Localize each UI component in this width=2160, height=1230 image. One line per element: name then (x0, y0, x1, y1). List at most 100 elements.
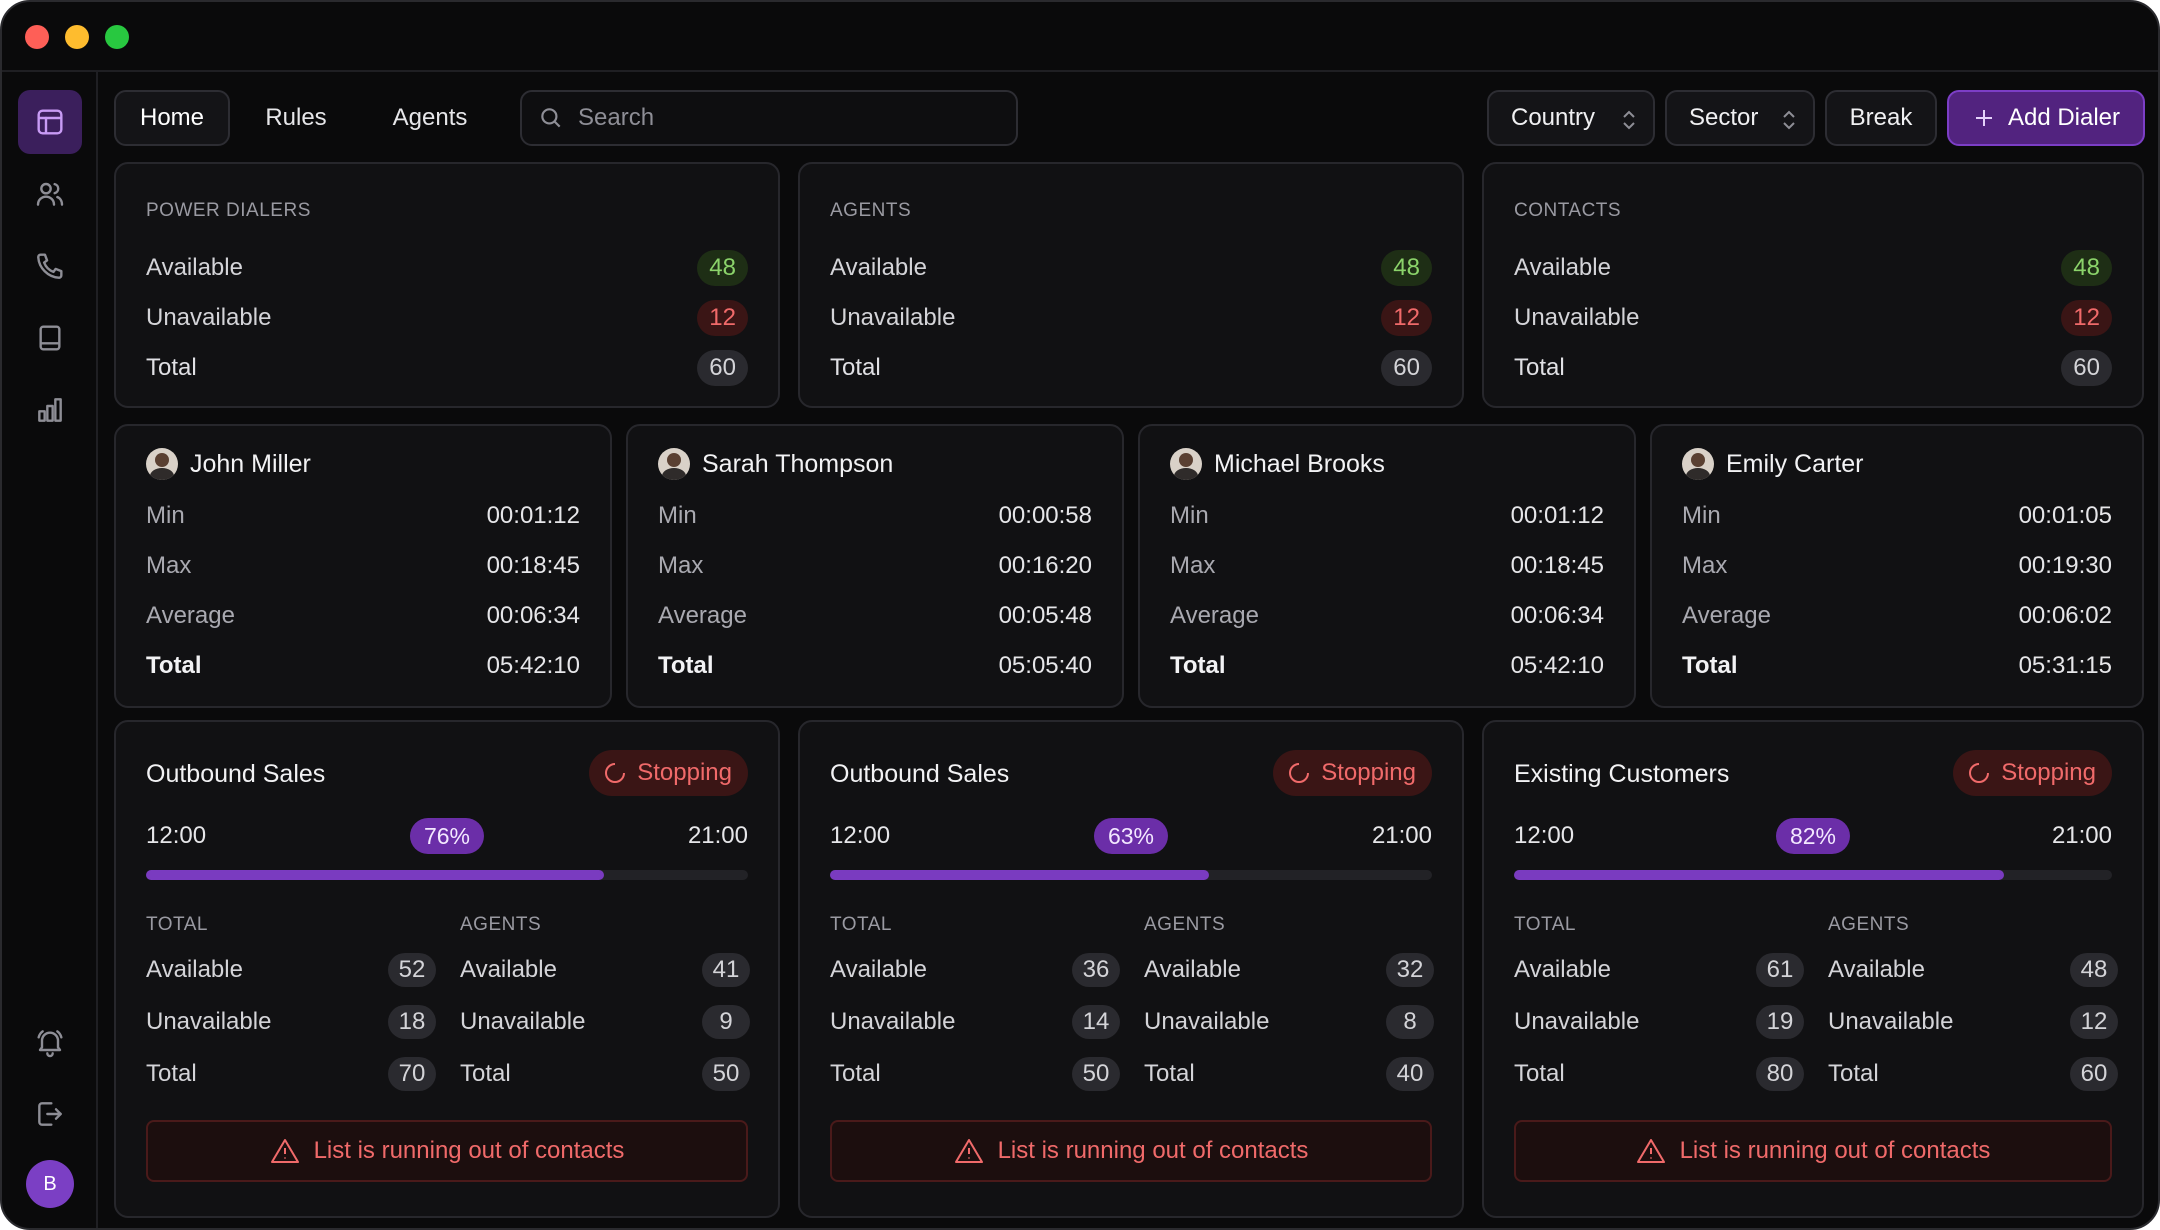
row-label: Average (658, 602, 747, 629)
low-contacts-alert[interactable]: List is running out of contacts (1514, 1120, 2112, 1182)
status-badge[interactable]: Stopping (1273, 750, 1432, 796)
country-select-label: Country (1511, 104, 1596, 131)
summary-card: AGENTS Available 48 Unavailable 12 Total… (798, 162, 1464, 408)
max-row: Max 00:18:45 (1170, 546, 1604, 586)
row-label: Total (146, 652, 202, 679)
agent-name: John Miller (190, 449, 311, 478)
max-row: Max 00:19:30 (1682, 546, 2112, 586)
progress-badge: 82% (1775, 818, 1851, 854)
row-value: 00:16:20 (998, 552, 1092, 579)
minimize-window-button[interactable] (65, 25, 89, 49)
calls-nav-button[interactable] (18, 234, 82, 298)
maximize-window-button[interactable] (105, 25, 129, 49)
max-row: Max 00:18:45 (146, 546, 580, 586)
row-label: Unavailable (1514, 1008, 1640, 1035)
min-row: Min 00:01:05 (1682, 496, 2112, 536)
search-icon (541, 108, 561, 128)
start-time: 12:00 (1514, 822, 1575, 849)
count-badge: 8 (1386, 1005, 1434, 1039)
available-count-badge: 48 (2061, 250, 2112, 286)
row-label: Unavailable (1828, 1008, 1954, 1035)
row-label: Available (460, 956, 557, 983)
users-icon (36, 182, 64, 206)
search-input[interactable]: Search (520, 90, 1018, 146)
row-label: Max (1170, 552, 1216, 579)
row-value: 00:01:12 (486, 502, 580, 529)
tab-home[interactable]: Home (114, 90, 230, 146)
count-badge: 19 (1756, 1005, 1804, 1039)
status-badge[interactable]: Stopping (1953, 750, 2112, 796)
status-badge[interactable]: Stopping (589, 750, 748, 796)
average-row: Average 00:05:48 (658, 596, 1092, 636)
row-value: 05:42:10 (486, 652, 580, 679)
row-value: 00:18:45 (1510, 552, 1604, 579)
phone-icon (37, 253, 63, 279)
total-row: Total 05:42:10 (1170, 646, 1604, 686)
agent-card[interactable]: John Miller Min 00:01:12 Max 00:18:45 Av… (114, 424, 612, 708)
tab-rules[interactable]: Rules (265, 104, 327, 131)
sector-select[interactable]: Sector (1665, 90, 1815, 146)
progress-badge: 76% (409, 818, 485, 854)
campaign-title: Existing Customers (1514, 760, 1730, 788)
unavailable-count-badge: 12 (2061, 300, 2112, 336)
count-badge: 61 (1756, 953, 1804, 987)
total-count-badge: 60 (1381, 350, 1432, 386)
row-label: Average (1682, 602, 1771, 629)
country-select[interactable]: Country (1487, 90, 1655, 146)
count-badge: 41 (702, 953, 750, 987)
summary-card-title: AGENTS (830, 200, 912, 221)
add-dialer-button[interactable]: Add Dialer (1947, 90, 2145, 146)
logout-button[interactable] (18, 1082, 82, 1146)
tab-agents[interactable]: Agents (392, 104, 468, 131)
agents-available-row: Available 41 (460, 950, 750, 990)
progress-bar-fill (1514, 870, 2005, 880)
total-unavailable-row: Unavailable 18 (146, 1002, 436, 1042)
notifications-button[interactable] (18, 1010, 82, 1074)
reports-nav-button[interactable] (18, 378, 82, 442)
contacts-nav-button[interactable] (18, 162, 82, 226)
agent-card[interactable]: Emily Carter Min 00:01:05 Max 00:19:30 A… (1650, 424, 2144, 708)
plus-icon (1975, 110, 1992, 126)
agents-available-row: Available 48 (1828, 950, 2118, 990)
available-row: Available 48 (146, 248, 748, 288)
row-label: Total (1682, 652, 1738, 679)
campaign-title: Outbound Sales (830, 760, 1010, 788)
total-available-row: Available 61 (1514, 950, 1804, 990)
row-label: Available (1514, 254, 1611, 281)
unavailable-count-badge: 12 (697, 300, 748, 336)
row-label: Unavailable (830, 304, 956, 331)
agent-card[interactable]: Sarah Thompson Min 00:00:58 Max 00:16:20… (626, 424, 1124, 708)
agents-unavailable-row: Unavailable 9 (460, 1002, 750, 1042)
row-label: Unavailable (830, 1008, 956, 1035)
count-badge: 52 (388, 953, 436, 987)
total-row: Total 05:31:15 (1682, 646, 2112, 686)
row-value: 00:01:12 (1510, 502, 1604, 529)
row-label: Unavailable (460, 1008, 586, 1035)
count-badge: 80 (1756, 1057, 1804, 1091)
row-value: 00:06:34 (486, 602, 580, 629)
close-window-button[interactable] (25, 25, 49, 49)
dashboard-nav-button[interactable] (18, 90, 82, 154)
low-contacts-alert[interactable]: List is running out of contacts (146, 1120, 748, 1182)
agent-card[interactable]: Michael Brooks Min 00:01:12 Max 00:18:45… (1138, 424, 1636, 708)
count-badge: 60 (2070, 1057, 2118, 1091)
row-value: 00:01:05 (2018, 502, 2112, 529)
total-unavailable-row: Unavailable 14 (830, 1002, 1120, 1042)
total-available-row: Available 36 (830, 950, 1120, 990)
alert-message: List is running out of contacts (997, 1137, 1309, 1164)
total-total-row: Total 80 (1514, 1054, 1804, 1094)
agents-unavailable-row: Unavailable 12 (1828, 1002, 2118, 1042)
row-label: Available (1514, 956, 1611, 983)
user-avatar[interactable]: B (26, 1160, 74, 1208)
agent-header: Michael Brooks (1170, 448, 1385, 480)
library-nav-button[interactable] (18, 306, 82, 370)
break-button[interactable]: Break (1825, 90, 1937, 146)
agent-avatar (1170, 448, 1202, 480)
row-value: 05:31:15 (2018, 652, 2112, 679)
total-available-row: Available 52 (146, 950, 436, 990)
low-contacts-alert[interactable]: List is running out of contacts (830, 1120, 1432, 1182)
end-time: 21:00 (1371, 822, 1432, 849)
campaign-card: Existing Customers Stopping 12:00 82% 21… (1482, 720, 2144, 1218)
row-label: Total (658, 652, 714, 679)
